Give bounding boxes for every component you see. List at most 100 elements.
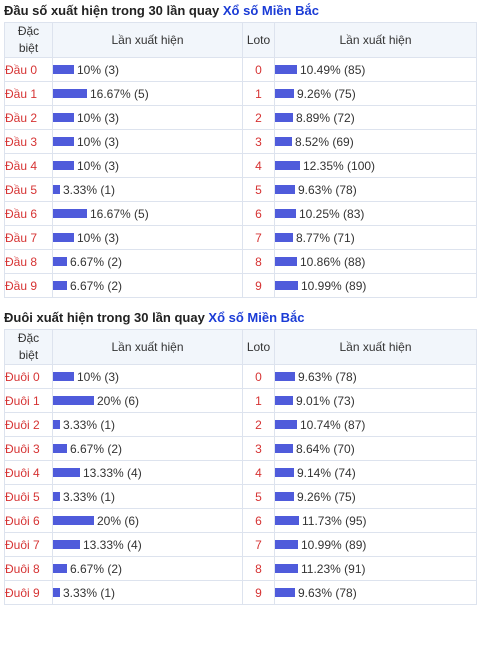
table-row: Đuôi 4 13.33% (4) 4 9.14% (74) [4,460,477,485]
loto-freq-bar [275,540,298,550]
loto-freq-cell: 10.25% (83) [274,201,477,226]
freq-value: 6.67% (2) [70,254,123,269]
loto-number: 8 [242,249,275,274]
freq-value: 6.67% (2) [70,441,123,456]
freq-cell: 10% (3) [52,57,243,82]
loto-freq-value: 12.35% (100) [303,158,376,173]
freq-value: 10% (3) [77,158,120,173]
loto-freq-bar [275,468,294,478]
freq-cell: 20% (6) [52,508,243,533]
header-loto-lan-xuat-hien: Lần xuất hiện [274,22,477,58]
freq-bar [53,372,74,382]
freq-value: 20% (6) [97,513,140,528]
row-label: Đuôi 8 [4,556,53,581]
freq-bar [53,161,74,171]
loto-freq-cell: 9.26% (75) [274,484,477,509]
loto-freq-bar [275,372,295,382]
loto-number: 3 [242,129,275,154]
loto-freq-cell: 9.63% (78) [274,177,477,202]
freq-bar [53,564,67,574]
row-label: Đầu 1 [4,81,53,106]
freq-bar [53,233,74,243]
freq-bar [53,65,74,75]
row-label: Đầu 7 [4,225,53,250]
row-label: Đuôi 5 [4,484,53,509]
table-row: Đuôi 0 10% (3) 0 9.63% (78) [4,364,477,389]
dau-table: Đặc biệt Lần xuất hiện Loto Lần xuất hiện… [4,22,477,298]
mien-bac-link[interactable]: Xổ số Miền Bắc [208,310,305,325]
freq-cell: 16.67% (5) [52,81,243,106]
loto-number: 3 [242,436,275,461]
loto-freq-value: 9.63% (78) [298,182,357,197]
freq-bar [53,209,87,219]
freq-value: 20% (6) [97,393,140,408]
table-row: Đuôi 8 6.67% (2) 8 11.23% (91) [4,556,477,581]
loto-freq-cell: 9.01% (73) [274,388,477,413]
row-label: Đuôi 6 [4,508,53,533]
freq-cell: 10% (3) [52,153,243,178]
table-row: Đuôi 3 6.67% (2) 3 8.64% (70) [4,436,477,461]
loto-freq-value: 10.86% (88) [300,254,366,269]
duoi-section: Đuôi xuất hiện trong 30 lần quay Xổ số M… [0,307,480,605]
loto-number: 1 [242,81,275,106]
freq-cell: 6.67% (2) [52,556,243,581]
row-label: Đầu 5 [4,177,53,202]
table-row: Đầu 1 16.67% (5) 1 9.26% (75) [4,81,477,106]
loto-freq-value: 11.23% (91) [301,561,366,576]
loto-freq-bar [275,233,293,243]
loto-freq-cell: 12.35% (100) [274,153,477,178]
freq-cell: 6.67% (2) [52,249,243,274]
loto-number: 1 [242,388,275,413]
loto-freq-bar [275,564,298,574]
loto-freq-bar [275,444,293,454]
freq-value: 10% (3) [77,369,120,384]
loto-freq-cell: 9.26% (75) [274,81,477,106]
freq-value: 13.33% (4) [83,537,142,552]
table-row: Đuôi 1 20% (6) 1 9.01% (73) [4,388,477,413]
loto-freq-value: 9.14% (74) [297,465,356,480]
freq-bar [53,420,60,430]
freq-bar [53,113,74,123]
table-row: Đầu 7 10% (3) 7 8.77% (71) [4,225,477,250]
loto-freq-value: 10.49% (85) [300,62,366,77]
title-text: Đuôi xuất hiện trong 30 lần quay [4,310,209,325]
loto-freq-value: 8.89% (72) [296,110,355,125]
section-title-duoi: Đuôi xuất hiện trong 30 lần quay Xổ số M… [0,307,480,329]
table-row: Đuôi 2 3.33% (1) 2 10.74% (87) [4,412,477,437]
loto-freq-bar [275,65,297,75]
loto-number: 8 [242,556,275,581]
freq-value: 13.33% (4) [83,465,142,480]
table-row: Đuôi 7 13.33% (4) 7 10.99% (89) [4,532,477,557]
loto-freq-bar [275,281,298,291]
freq-cell: 13.33% (4) [52,532,243,557]
loto-number: 2 [242,105,275,130]
table-header-row: Đặc biệt Lần xuất hiện Loto Lần xuất hiện [4,22,477,58]
loto-freq-bar [275,420,297,430]
loto-freq-value: 8.64% (70) [296,441,355,456]
row-label: Đuôi 2 [4,412,53,437]
freq-cell: 20% (6) [52,388,243,413]
loto-number: 5 [242,484,275,509]
header-dac-biet: Đặc biệt [4,22,53,58]
freq-value: 3.33% (1) [63,489,116,504]
row-label: Đuôi 9 [4,580,53,605]
freq-value: 3.33% (1) [63,182,116,197]
row-label: Đầu 4 [4,153,53,178]
loto-freq-cell: 11.73% (95) [274,508,477,533]
section-title-dau: Đầu số xuất hiện trong 30 lần quay Xổ số… [0,0,480,22]
loto-number: 6 [242,201,275,226]
loto-freq-cell: 10.99% (89) [274,273,477,298]
header-dac-biet: Đặc biệt [4,329,53,365]
loto-freq-bar [275,137,292,147]
loto-freq-cell: 8.52% (69) [274,129,477,154]
loto-freq-bar [275,89,294,99]
freq-cell: 6.67% (2) [52,436,243,461]
row-label: Đuôi 7 [4,532,53,557]
loto-freq-value: 8.77% (71) [296,230,355,245]
header-loto-lan-xuat-hien: Lần xuất hiện [274,329,477,365]
freq-cell: 3.33% (1) [52,484,243,509]
freq-bar [53,185,60,195]
freq-cell: 10% (3) [52,105,243,130]
loto-number: 0 [242,364,275,389]
mien-bac-link[interactable]: Xổ số Miền Bắc [222,3,319,18]
